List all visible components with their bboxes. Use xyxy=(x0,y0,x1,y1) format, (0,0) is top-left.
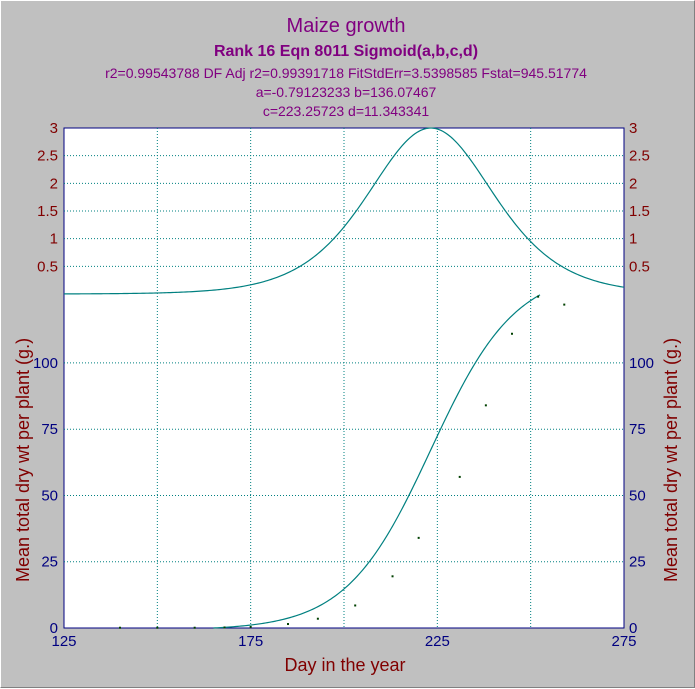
x-tick-label: 275 xyxy=(611,633,636,650)
x-axis-label: Day in the year xyxy=(284,655,405,675)
y-tick-label-left: 0 xyxy=(50,620,58,637)
data-point xyxy=(193,626,196,629)
derivative-curve xyxy=(63,127,625,295)
y-tick-label-right: 75 xyxy=(629,421,646,438)
lower-curve-layer xyxy=(213,294,541,629)
data-point xyxy=(119,626,121,629)
upper-y-tick-label-left: 3 xyxy=(50,120,58,137)
y-tick-label-right: 25 xyxy=(629,554,646,571)
y-axis-label-left: Mean total dry wt per plant (g.) xyxy=(13,338,33,582)
fit-stats-line-2: a=-0.79123233 b=136.07467 xyxy=(256,84,437,100)
data-point xyxy=(458,475,461,478)
y-tick-label-left: 75 xyxy=(41,421,58,438)
upper-curve-layer xyxy=(63,127,625,295)
y-tick-label-right: 0 xyxy=(629,620,637,637)
upper-y-tick-label-right: 1 xyxy=(629,231,637,248)
points-layer xyxy=(119,295,566,629)
grid-layer xyxy=(64,128,624,628)
data-point xyxy=(537,295,540,298)
chart-title: Maize growth xyxy=(287,15,406,37)
fit-stats-line-3: c=223.25723 d=11.343341 xyxy=(263,103,430,119)
upper-y-tick-label-left: 0.5 xyxy=(37,258,58,275)
data-point xyxy=(511,332,513,335)
y-axis-label-right: Mean total dry wt per plant (g.) xyxy=(661,338,681,582)
chart-subtitle: Rank 16 Eqn 8011 Sigmoid(a,b,c,d) xyxy=(214,43,478,60)
upper-y-tick-label-right: 3 xyxy=(629,120,637,137)
data-point xyxy=(249,625,252,628)
data-point xyxy=(391,575,394,578)
data-point xyxy=(223,626,226,629)
data-point xyxy=(287,623,289,626)
data-point xyxy=(484,404,487,407)
y-tick-label-left: 100 xyxy=(33,355,58,372)
data-point xyxy=(563,303,566,306)
x-tick-label: 175 xyxy=(238,633,263,650)
y-tick-label-left: 50 xyxy=(41,487,58,504)
upper-y-tick-label-right: 0.5 xyxy=(629,258,650,275)
y-tick-label-right: 50 xyxy=(629,487,646,504)
fitted-curve xyxy=(213,294,541,629)
upper-y-tick-label-left: 1.5 xyxy=(37,203,58,220)
data-point xyxy=(417,536,420,539)
data-point xyxy=(156,626,159,629)
y-tick-label-left: 25 xyxy=(41,554,58,571)
data-point xyxy=(316,617,319,620)
upper-y-tick-label-left: 2.5 xyxy=(37,148,58,165)
x-tick-label: 225 xyxy=(425,633,450,650)
y-tick-label-right: 100 xyxy=(629,355,654,372)
data-point xyxy=(354,604,357,607)
upper-y-tick-label-right: 2 xyxy=(629,175,637,192)
upper-y-tick-label-left: 2 xyxy=(50,175,58,192)
upper-y-tick-label-right: 1.5 xyxy=(629,203,650,220)
upper-y-tick-label-left: 1 xyxy=(50,231,58,248)
x-tick-label: 125 xyxy=(51,633,76,650)
upper-y-tick-label-right: 2.5 xyxy=(629,148,650,165)
fit-stats-line-1: r2=0.99543788 DF Adj r2=0.99391718 FitSt… xyxy=(105,65,587,81)
